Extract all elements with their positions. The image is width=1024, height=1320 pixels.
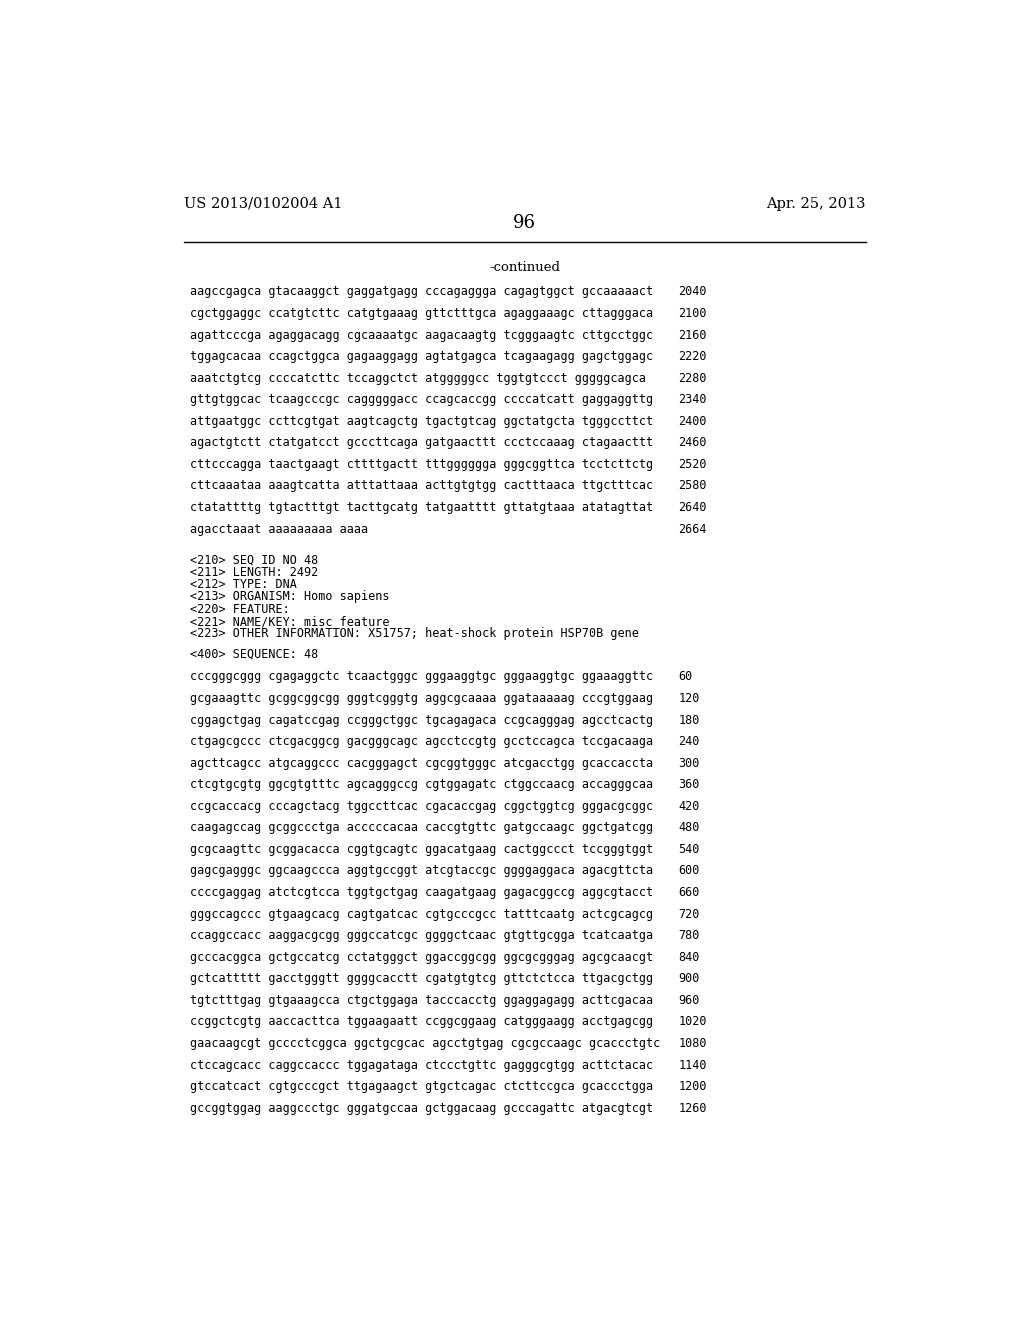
- Text: 2460: 2460: [678, 437, 707, 449]
- Text: <213> ORGANISM: Homo sapiens: <213> ORGANISM: Homo sapiens: [190, 590, 389, 603]
- Text: 2580: 2580: [678, 479, 707, 492]
- Text: 2040: 2040: [678, 285, 707, 298]
- Text: -continued: -continued: [489, 261, 560, 273]
- Text: ccggctcgtg aaccacttca tggaagaatt ccggcggaag catgggaagg acctgagcgg: ccggctcgtg aaccacttca tggaagaatt ccggcgg…: [190, 1015, 653, 1028]
- Text: attgaatggc ccttcgtgat aagtcagctg tgactgtcag ggctatgcta tgggccttct: attgaatggc ccttcgtgat aagtcagctg tgactgt…: [190, 414, 653, 428]
- Text: 600: 600: [678, 865, 699, 878]
- Text: 2400: 2400: [678, 414, 707, 428]
- Text: gcgaaagttc gcggcggcgg gggtcgggtg aggcgcaaaa ggataaaaag cccgtggaag: gcgaaagttc gcggcggcgg gggtcgggtg aggcgca…: [190, 692, 653, 705]
- Text: gcgcaagttc gcggacacca cggtgcagtc ggacatgaag cactggccct tccgggtggt: gcgcaagttc gcggacacca cggtgcagtc ggacatg…: [190, 843, 653, 855]
- Text: gagcgagggc ggcaagccca aggtgccggt atcgtaccgc ggggaggaca agacgttcta: gagcgagggc ggcaagccca aggtgccggt atcgtac…: [190, 865, 653, 878]
- Text: 60: 60: [678, 671, 692, 684]
- Text: agcttcagcc atgcaggccc cacgggagct cgcggtgggc atcgacctgg gcaccaccta: agcttcagcc atgcaggccc cacgggagct cgcggtg…: [190, 756, 653, 770]
- Text: US 2013/0102004 A1: US 2013/0102004 A1: [183, 197, 342, 211]
- Text: 1020: 1020: [678, 1015, 707, 1028]
- Text: <211> LENGTH: 2492: <211> LENGTH: 2492: [190, 566, 318, 578]
- Text: 2340: 2340: [678, 393, 707, 407]
- Text: aaatctgtcg ccccatcttc tccaggctct atgggggcc tggtgtccct gggggcagca: aaatctgtcg ccccatcttc tccaggctct atggggg…: [190, 372, 646, 384]
- Text: 780: 780: [678, 929, 699, 942]
- Text: cttcccagga taactgaagt cttttgactt tttgggggga gggcggttca tcctcttctg: cttcccagga taactgaagt cttttgactt tttgggg…: [190, 458, 653, 471]
- Text: gggccagccc gtgaagcacg cagtgatcac cgtgcccgcc tatttcaatg actcgcagcg: gggccagccc gtgaagcacg cagtgatcac cgtgccc…: [190, 908, 653, 920]
- Text: ccccgaggag atctcgtcca tggtgctgag caagatgaag gagacggccg aggcgtacct: ccccgaggag atctcgtcca tggtgctgag caagatg…: [190, 886, 653, 899]
- Text: 120: 120: [678, 692, 699, 705]
- Text: 660: 660: [678, 886, 699, 899]
- Text: agacctaaat aaaaaaaaa aaaa: agacctaaat aaaaaaaaa aaaa: [190, 523, 368, 536]
- Text: 2520: 2520: [678, 458, 707, 471]
- Text: aagccgagca gtacaaggct gaggatgagg cccagaggga cagagtggct gccaaaaact: aagccgagca gtacaaggct gaggatgagg cccagag…: [190, 285, 653, 298]
- Text: 2280: 2280: [678, 372, 707, 384]
- Text: agattcccga agaggacagg cgcaaaatgc aagacaagtg tcgggaagtc cttgcctggc: agattcccga agaggacagg cgcaaaatgc aagacaa…: [190, 329, 653, 342]
- Text: 360: 360: [678, 779, 699, 791]
- Text: gctcattttt gacctgggtt ggggcacctt cgatgtgtcg gttctctcca ttgacgctgg: gctcattttt gacctgggtt ggggcacctt cgatgtg…: [190, 973, 653, 985]
- Text: 960: 960: [678, 994, 699, 1007]
- Text: 2220: 2220: [678, 350, 707, 363]
- Text: 840: 840: [678, 950, 699, 964]
- Text: <223> OTHER INFORMATION: X51757; heat-shock protein HSP70B gene: <223> OTHER INFORMATION: X51757; heat-sh…: [190, 627, 639, 640]
- Text: cccgggcggg cgagaggctc tcaactgggc gggaaggtgc gggaaggtgc ggaaaggttc: cccgggcggg cgagaggctc tcaactgggc gggaagg…: [190, 671, 653, 684]
- Text: tgtctttgag gtgaaagcca ctgctggaga tacccacctg ggaggagagg acttcgacaa: tgtctttgag gtgaaagcca ctgctggaga tacccac…: [190, 994, 653, 1007]
- Text: 1140: 1140: [678, 1059, 707, 1072]
- Text: cttcaaataa aaagtcatta atttattaaa acttgtgtgg cactttaaca ttgctttcac: cttcaaataa aaagtcatta atttattaaa acttgtg…: [190, 479, 653, 492]
- Text: ctccagcacc caggccaccc tggagataga ctccctgttc gagggcgtgg acttctacac: ctccagcacc caggccaccc tggagataga ctccctg…: [190, 1059, 653, 1072]
- Text: 2160: 2160: [678, 329, 707, 342]
- Text: gaacaagcgt gcccctcggca ggctgcgcac agcctgtgag cgcgccaagc gcaccctgtc: gaacaagcgt gcccctcggca ggctgcgcac agcctg…: [190, 1038, 660, 1049]
- Text: 2100: 2100: [678, 308, 707, 319]
- Text: gccggtggag aaggccctgc gggatgccaa gctggacaag gcccagattc atgacgtcgt: gccggtggag aaggccctgc gggatgccaa gctggac…: [190, 1102, 653, 1114]
- Text: ccaggccacc aaggacgcgg gggccatcgc ggggctcaac gtgttgcgga tcatcaatga: ccaggccacc aaggacgcgg gggccatcgc ggggctc…: [190, 929, 653, 942]
- Text: cggagctgag cagatccgag ccgggctggc tgcagagaca ccgcagggag agcctcactg: cggagctgag cagatccgag ccgggctggc tgcagag…: [190, 714, 653, 726]
- Text: 300: 300: [678, 756, 699, 770]
- Text: 180: 180: [678, 714, 699, 726]
- Text: ctgagcgccc ctcgacggcg gacgggcagc agcctccgtg gcctccagca tccgacaaga: ctgagcgccc ctcgacggcg gacgggcagc agcctcc…: [190, 735, 653, 748]
- Text: 2664: 2664: [678, 523, 707, 536]
- Text: 1260: 1260: [678, 1102, 707, 1114]
- Text: 420: 420: [678, 800, 699, 813]
- Text: 1080: 1080: [678, 1038, 707, 1049]
- Text: 480: 480: [678, 821, 699, 834]
- Text: 1200: 1200: [678, 1080, 707, 1093]
- Text: ctcgtgcgtg ggcgtgtttc agcagggccg cgtggagatc ctggccaacg accagggcaa: ctcgtgcgtg ggcgtgtttc agcagggccg cgtggag…: [190, 779, 653, 791]
- Text: 900: 900: [678, 973, 699, 985]
- Text: 720: 720: [678, 908, 699, 920]
- Text: gcccacggca gctgccatcg cctatgggct ggaccggcgg ggcgcgggag agcgcaacgt: gcccacggca gctgccatcg cctatgggct ggaccgg…: [190, 950, 653, 964]
- Text: <212> TYPE: DNA: <212> TYPE: DNA: [190, 578, 297, 591]
- Text: gtccatcact cgtgcccgct ttgagaagct gtgctcagac ctcttccgca gcaccctgga: gtccatcact cgtgcccgct ttgagaagct gtgctca…: [190, 1080, 653, 1093]
- Text: agactgtctt ctatgatcct gcccttcaga gatgaacttt ccctccaaag ctagaacttt: agactgtctt ctatgatcct gcccttcaga gatgaac…: [190, 437, 653, 449]
- Text: <400> SEQUENCE: 48: <400> SEQUENCE: 48: [190, 647, 318, 660]
- Text: <210> SEQ ID NO 48: <210> SEQ ID NO 48: [190, 553, 318, 566]
- Text: <221> NAME/KEY: misc_feature: <221> NAME/KEY: misc_feature: [190, 615, 389, 628]
- Text: 540: 540: [678, 843, 699, 855]
- Text: cgctggaggc ccatgtcttc catgtgaaag gttctttgca agaggaaagc cttagggaca: cgctggaggc ccatgtcttc catgtgaaag gttcttt…: [190, 308, 653, 319]
- Text: <220> FEATURE:: <220> FEATURE:: [190, 603, 290, 615]
- Text: ccgcaccacg cccagctacg tggccttcac cgacaccgag cggctggtcg gggacgcggc: ccgcaccacg cccagctacg tggccttcac cgacacc…: [190, 800, 653, 813]
- Text: Apr. 25, 2013: Apr. 25, 2013: [766, 197, 866, 211]
- Text: ctatattttg tgtactttgt tacttgcatg tatgaatttt gttatgtaaa atatagttat: ctatattttg tgtactttgt tacttgcatg tatgaat…: [190, 502, 653, 513]
- Text: caagagccag gcggccctga acccccacaa caccgtgttc gatgccaagc ggctgatcgg: caagagccag gcggccctga acccccacaa caccgtg…: [190, 821, 653, 834]
- Text: gttgtggcac tcaagcccgc cagggggacc ccagcaccgg ccccatcatt gaggaggttg: gttgtggcac tcaagcccgc cagggggacc ccagcac…: [190, 393, 653, 407]
- Text: 2640: 2640: [678, 502, 707, 513]
- Text: tggagcacaa ccagctggca gagaaggagg agtatgagca tcagaagagg gagctggagc: tggagcacaa ccagctggca gagaaggagg agtatga…: [190, 350, 653, 363]
- Text: 96: 96: [513, 214, 537, 232]
- Text: 240: 240: [678, 735, 699, 748]
